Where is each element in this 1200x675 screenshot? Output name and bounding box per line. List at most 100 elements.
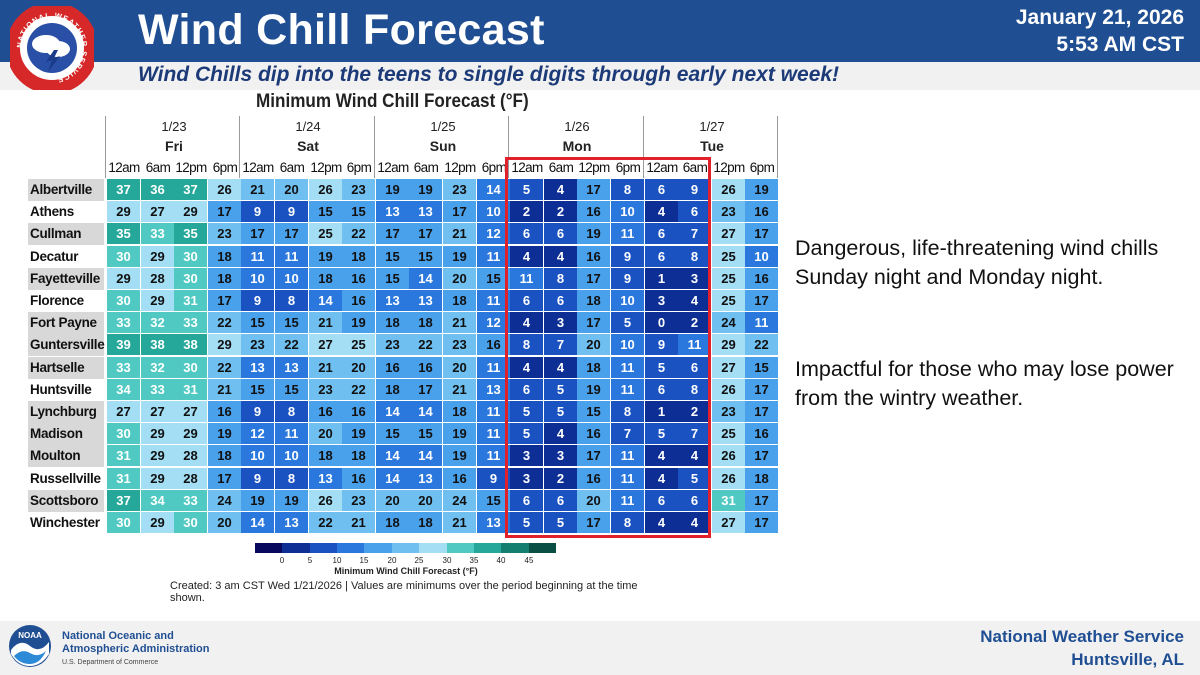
wind-chill-cell: 2 — [678, 401, 711, 422]
wind-chill-cell: 35 — [107, 223, 140, 244]
wind-chill-cell: 4 — [544, 246, 577, 267]
wind-chill-cell: 8 — [510, 334, 543, 355]
wind-chill-cell: 5 — [544, 401, 577, 422]
wind-chill-cell: 15 — [409, 423, 442, 444]
wind-chill-cell: 37 — [107, 490, 140, 511]
period-label: 6am — [279, 160, 305, 175]
wind-chill-cell: 20 — [208, 512, 241, 533]
wind-chill-cell: 27 — [141, 401, 174, 422]
wind-chill-cell: 1 — [645, 401, 678, 422]
wind-chill-cell: 19 — [745, 179, 778, 200]
wind-chill-cell: 20 — [443, 357, 476, 378]
wind-chill-cell: 17 — [577, 512, 610, 533]
wind-chill-cell: 29 — [712, 334, 745, 355]
wind-chill-cell: 4 — [544, 423, 577, 444]
wind-chill-cell: 11 — [477, 290, 510, 311]
wind-chill-cell: 8 — [611, 401, 644, 422]
wind-chill-cell: 16 — [208, 401, 241, 422]
wind-chill-cell: 29 — [141, 423, 174, 444]
wind-chill-cell: 20 — [577, 490, 610, 511]
wind-chill-cell: 5 — [544, 512, 577, 533]
wind-chill-cell: 15 — [745, 357, 778, 378]
wind-chill-cell: 6 — [678, 201, 711, 222]
wind-chill-cell: 18 — [443, 290, 476, 311]
legend-colorbar — [255, 543, 556, 553]
wind-chill-cell: 17 — [745, 223, 778, 244]
wind-chill-cell: 8 — [275, 468, 308, 489]
wind-chill-cell: 29 — [141, 512, 174, 533]
wind-chill-cell: 15 — [342, 201, 375, 222]
wind-chill-cell: 21 — [443, 223, 476, 244]
wind-chill-cell: 11 — [477, 357, 510, 378]
wind-chill-cell: 9 — [241, 401, 274, 422]
wind-chill-cell: 22 — [342, 223, 375, 244]
city-name: Moulton — [28, 445, 104, 467]
wind-chill-cell: 18 — [443, 401, 476, 422]
wind-chill-cell: 5 — [611, 312, 644, 333]
wind-chill-cell: 18 — [376, 512, 409, 533]
wind-chill-cell: 17 — [745, 490, 778, 511]
wind-chill-cell: 17 — [745, 401, 778, 422]
wind-chill-cell: 13 — [275, 357, 308, 378]
wind-chill-cell: 27 — [141, 201, 174, 222]
wind-chill-cell: 4 — [544, 179, 577, 200]
wind-chill-cell: 18 — [376, 312, 409, 333]
wind-chill-cell: 33 — [107, 357, 140, 378]
wind-chill-cell: 34 — [107, 379, 140, 400]
wind-chill-cell: 29 — [141, 290, 174, 311]
legend-tick: 35 — [469, 556, 479, 565]
wind-chill-cell: 8 — [275, 401, 308, 422]
wind-chill-cell: 9 — [241, 290, 274, 311]
city-name: Athens — [30, 204, 74, 219]
day-date: 1/24 — [295, 119, 321, 134]
wind-chill-cell: 21 — [241, 179, 274, 200]
wind-chill-cell: 29 — [174, 201, 207, 222]
wind-chill-cell: 16 — [577, 468, 610, 489]
wind-chill-cell: 7 — [544, 334, 577, 355]
period-label: 6am — [548, 160, 574, 175]
wind-chill-cell: 8 — [611, 512, 644, 533]
day-separator — [105, 116, 106, 178]
wind-chill-cell: 26 — [712, 179, 745, 200]
city-name: Madison — [28, 423, 104, 445]
wind-chill-cell: 3 — [510, 468, 543, 489]
wind-chill-cell: 31 — [712, 490, 745, 511]
wind-chill-cell: 17 — [577, 312, 610, 333]
day-separator — [374, 116, 375, 178]
wind-chill-cell: 29 — [174, 423, 207, 444]
page-title: Wind Chill Forecast — [138, 6, 545, 54]
wind-chill-cell: 13 — [477, 379, 510, 400]
legend-segment — [282, 543, 310, 553]
wind-chill-cell: 24 — [712, 312, 745, 333]
day-name: Mon — [562, 138, 592, 154]
wind-chill-cell: 16 — [309, 401, 342, 422]
wind-chill-cell: 17 — [577, 268, 610, 289]
wind-chill-cell: 3 — [678, 268, 711, 289]
wind-chill-cell: 35 — [174, 223, 207, 244]
wind-chill-cell: 10 — [611, 334, 644, 355]
wind-chill-cell: 39 — [107, 334, 140, 355]
wind-chill-cell: 14 — [376, 445, 409, 466]
wind-chill-cell: 15 — [275, 379, 308, 400]
wind-chill-cell: 26 — [309, 490, 342, 511]
wind-chill-cell: 16 — [745, 423, 778, 444]
wind-chill-cell: 6 — [645, 246, 678, 267]
wind-chill-cell: 19 — [275, 490, 308, 511]
wind-chill-cell: 38 — [141, 334, 174, 355]
wind-chill-cell: 23 — [208, 223, 241, 244]
legend-segment — [419, 543, 447, 553]
period-label: 12am — [646, 160, 678, 175]
wind-chill-cell: 14 — [409, 268, 442, 289]
wind-chill-cell: 26 — [712, 468, 745, 489]
day-name: Sat — [297, 138, 319, 154]
wind-chill-cell: 19 — [376, 179, 409, 200]
period-label: 6pm — [615, 160, 641, 175]
wind-chill-cell: 6 — [645, 379, 678, 400]
wind-chill-cell: 13 — [376, 290, 409, 311]
period-label: 12am — [108, 160, 140, 175]
highlight-box — [505, 157, 711, 538]
wind-chill-cell: 6 — [510, 223, 543, 244]
wind-chill-cell: 23 — [443, 179, 476, 200]
wind-chill-cell: 22 — [309, 512, 342, 533]
legend-tick: 15 — [359, 556, 369, 565]
